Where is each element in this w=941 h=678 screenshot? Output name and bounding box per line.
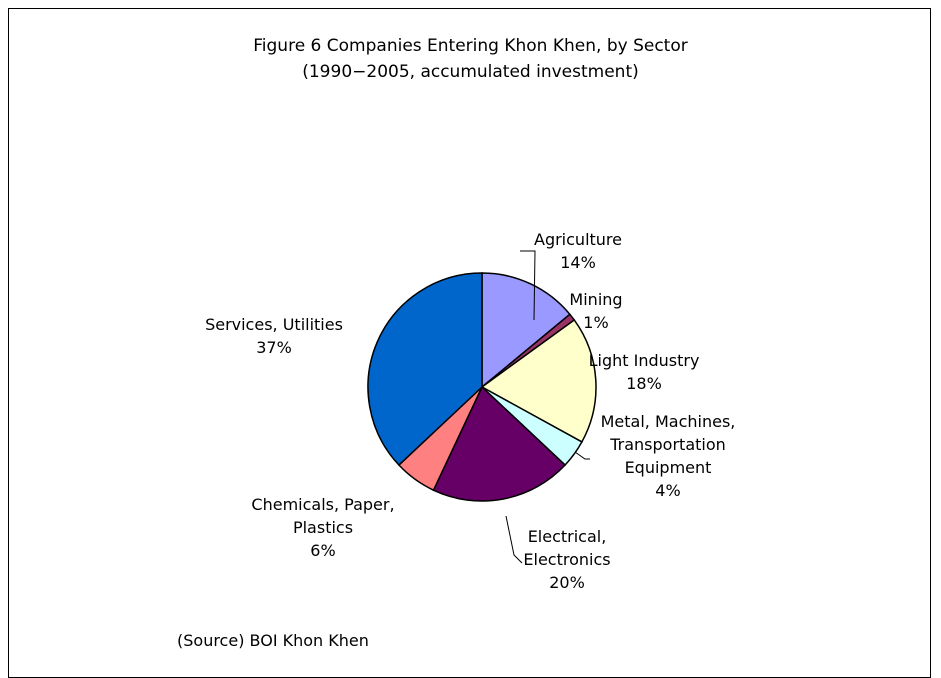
- pie-slice-6: [367, 272, 483, 467]
- slice-label-5: Chemicals, Paper, Plastics 6%: [251, 495, 394, 560]
- chart-title: Figure 6 Companies Entering Khon Khen, b…: [253, 36, 688, 56]
- leader-line-4: [505, 515, 523, 564]
- slice-label-3: Metal, Machines, Transportation Equipment 4…: [601, 412, 736, 500]
- slice-label-1: Mining 1%: [569, 290, 622, 332]
- slice-label-2: Light Industry 18%: [589, 351, 700, 393]
- slice-label-0: Agriculture 14%: [534, 230, 622, 272]
- slice-label-6: Services, Utilities 37%: [205, 315, 343, 357]
- pie-slice-0: [481, 272, 571, 389]
- leader-line-3: [574, 451, 590, 460]
- source-note: (Source) BOI Khon Khen: [177, 631, 369, 650]
- pie-slice-2: [480, 318, 597, 443]
- leader-line-0: [520, 250, 536, 321]
- chart-subtitle: (1990−2005, accumulated investment): [302, 62, 639, 82]
- slice-label-4: Electrical, Electronics 20%: [523, 527, 610, 592]
- pie-slice-4: [432, 385, 567, 502]
